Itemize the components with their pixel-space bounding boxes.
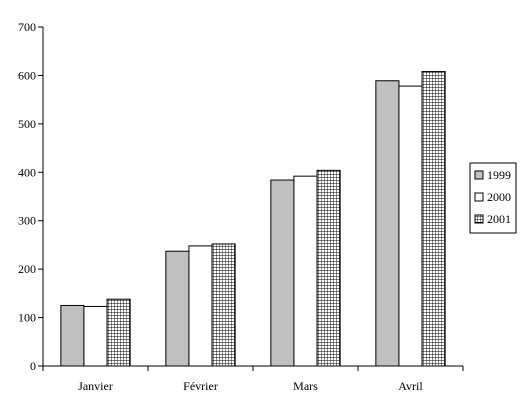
bar-1999-Février xyxy=(165,250,190,367)
bar-2000-Avril xyxy=(398,85,423,367)
x-tick-label: Avril xyxy=(398,379,423,393)
legend-label-2000: 2000 xyxy=(487,190,511,204)
legend-swatch-2000 xyxy=(474,192,484,202)
legend-swatch-1999 xyxy=(474,170,484,180)
legend: 1999 2000 2001 xyxy=(469,162,517,234)
y-tick-label: 600 xyxy=(18,68,36,82)
bar-2001-Mars xyxy=(316,169,341,367)
bar-2000-Février xyxy=(188,245,213,367)
legend-label-1999: 1999 xyxy=(487,168,511,182)
bar-1999-Mars xyxy=(270,179,295,367)
y-tick-label: 700 xyxy=(18,20,36,34)
bar-2000-Mars xyxy=(293,175,318,367)
y-tick-label: 200 xyxy=(18,262,36,276)
bar-1999-Janvier xyxy=(60,304,85,367)
y-tick-label: 300 xyxy=(18,214,36,228)
legend-label-2001: 2001 xyxy=(487,212,511,226)
x-tick-label: Mars xyxy=(293,379,318,393)
y-tick-label: 400 xyxy=(18,165,36,179)
bars xyxy=(60,71,446,367)
bar-2001-Avril xyxy=(421,71,446,367)
bar-2000-Janvier xyxy=(83,305,108,367)
y-tick-label: 0 xyxy=(30,359,36,373)
x-axis: Janvier Février Mars Avril xyxy=(42,365,464,393)
x-tick-label: Février xyxy=(183,379,218,393)
bar-1999-Avril xyxy=(375,80,400,367)
y-axis: 0 100 200 300 400 500 600 700 xyxy=(18,20,44,373)
y-tick-label: 100 xyxy=(18,311,36,325)
y-tick-label: 500 xyxy=(18,117,36,131)
legend-swatch-2001 xyxy=(474,214,484,224)
bar-2001-Février xyxy=(211,243,236,367)
x-tick-label: Janvier xyxy=(78,379,113,393)
bar-2001-Janvier xyxy=(106,298,131,367)
